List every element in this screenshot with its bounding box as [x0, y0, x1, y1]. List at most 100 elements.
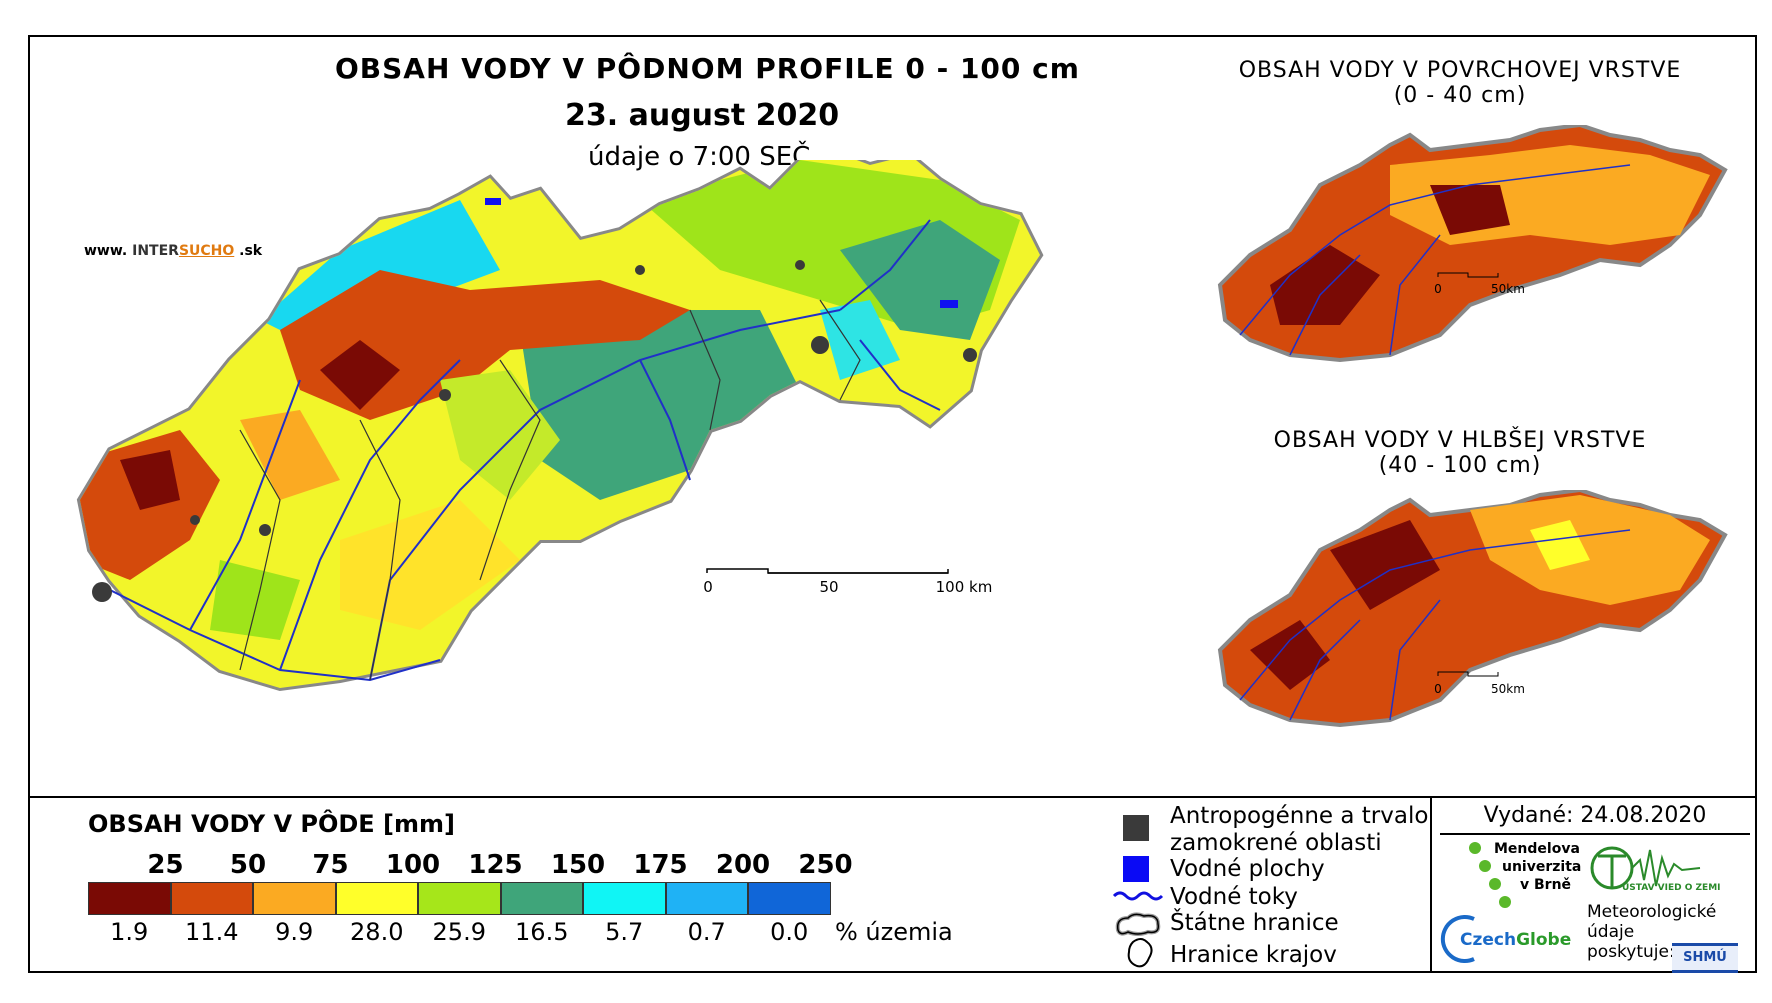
- czechglobe-label: CzechGlobe: [1460, 930, 1571, 950]
- legend-percentage: 11.4: [185, 918, 239, 946]
- legend-threshold: 150: [550, 850, 606, 880]
- legend-swatch: [335, 882, 418, 915]
- website-prefix: www.: [84, 243, 128, 259]
- czechglobe-label-a: Czech: [1460, 930, 1517, 950]
- dark-zone-center: [320, 340, 400, 410]
- surface-map-title-line1: OBSAH VODY V POVRCHOVEJ VRSTVE: [1238, 58, 1682, 83]
- deep-dark-zone: [1330, 520, 1440, 610]
- teal-zone-center: [520, 310, 800, 500]
- deep-scale-bar: [1437, 671, 1499, 677]
- legend-percentage: 0.7: [687, 918, 726, 946]
- surface-scale-tick-50: 50km: [1491, 282, 1525, 296]
- deep-map-title-line1: OBSAH VODY V HLBŠEJ VRSTVE: [1273, 428, 1647, 453]
- website-link[interactable]: www. INTERSUCHO .sk: [84, 243, 262, 259]
- dark-zone-west: [120, 450, 180, 510]
- anthropogenic-label-line1: Antropogénne a trvalo: [1170, 803, 1429, 829]
- region-border-symbol: [1127, 938, 1153, 968]
- legend-threshold: 100: [385, 850, 441, 880]
- urban-areas: [92, 260, 977, 602]
- meteo-label: Meteorologické údaje poskytuje:: [1587, 902, 1716, 962]
- legend-swatch: [253, 882, 336, 915]
- legend-percentage: 25.9: [432, 918, 486, 946]
- legend-percentage: 0.0: [770, 918, 809, 946]
- water-area-symbol: [1123, 856, 1149, 882]
- mendel-line1: Mendelova: [1494, 841, 1580, 857]
- czechglobe-label-b: Globe: [1516, 930, 1572, 950]
- water-area-label: Vodné plochy: [1170, 856, 1325, 882]
- surface-layer-map: 0 50km: [1217, 125, 1728, 363]
- region-border-label: Hranice krajov: [1170, 942, 1337, 968]
- yellow-zone-south: [340, 500, 520, 630]
- time-note: údaje o 7:00 SEČ: [588, 142, 811, 172]
- czechglobe-logo: [1440, 915, 1475, 963]
- main-soil-moisture-map: 0 50 100 km: [76, 160, 1044, 692]
- anthropogenic-label-line2: zamokrené oblasti: [1170, 830, 1382, 856]
- surface-scale-bar: [1437, 272, 1499, 278]
- legend-threshold: 125: [468, 850, 523, 880]
- region-borders: [239, 299, 861, 681]
- legend-swatch: [583, 882, 666, 915]
- map-date: 23. august 2020: [565, 98, 840, 133]
- deep-scale-tick-50: 50km: [1491, 682, 1525, 696]
- anthropogenic-symbol: [1123, 815, 1149, 841]
- percent-territory-label: % územia: [835, 918, 953, 946]
- legend-percentage: 5.7: [605, 918, 644, 946]
- green-zone-south: [210, 560, 300, 640]
- legend-threshold: 250: [798, 850, 853, 880]
- anthropogenic-label: Antropogénne a trvalo zamokrené oblasti: [1170, 803, 1428, 857]
- surface-dark-zone: [1270, 245, 1380, 325]
- legend-threshold: 50: [229, 850, 267, 880]
- mendel-line2: univerzita: [1502, 859, 1582, 875]
- deep-layer-map: 0 50km: [1217, 490, 1728, 728]
- deep-orange-zone: [1470, 495, 1710, 605]
- meteo-line1: Meteorologické: [1587, 902, 1717, 922]
- mendel-university-logo: [1469, 842, 1511, 908]
- deep-rivers: [1239, 529, 1631, 721]
- partner-logos: Mendelova univerzita v Brně ÚSTAV VIED O…: [1432, 835, 1757, 973]
- deep-yellow-zone: [1530, 520, 1590, 570]
- legend-percentage: 1.9: [110, 918, 149, 946]
- legend-percentage: 9.9: [275, 918, 314, 946]
- mendel-line3: v Brně: [1520, 877, 1572, 893]
- legend-swatch: [418, 882, 501, 915]
- shmu-logo: SHMÚ: [1672, 943, 1738, 973]
- surface-rivers: [1239, 164, 1631, 356]
- earth-institute-label: ÚSTAV VIED O ZEMI: [1622, 883, 1721, 893]
- legend-percentage: 16.5: [515, 918, 569, 946]
- orange-zone: [240, 410, 340, 500]
- legend-threshold: 25: [147, 850, 184, 880]
- main-scale-tick-100: 100 km: [936, 578, 993, 596]
- credits-divider: [1430, 798, 1432, 973]
- legend-title: OBSAH VODY V PÔDE [mm]: [88, 810, 456, 838]
- surface-dark-zone-2: [1430, 185, 1510, 235]
- website-brand-accent: SUCHO: [178, 243, 235, 259]
- legend-swatch: [88, 882, 171, 915]
- state-border-label: Štátne hranice: [1170, 910, 1339, 936]
- surface-scale-tick-0: 0: [1434, 282, 1442, 296]
- lightgreen-zone: [440, 370, 560, 500]
- issued-date: Vydané: 24.08.2020: [1440, 803, 1750, 835]
- deep-dark-zone-2: [1250, 620, 1330, 690]
- legend-swatch: [500, 882, 583, 915]
- shmu-label: SHMÚ: [1683, 950, 1727, 965]
- surface-map-title-line2: (0 - 40 cm): [1393, 83, 1527, 108]
- main-scale-tick-50: 50: [819, 578, 838, 596]
- legend-swatch: [170, 882, 253, 915]
- earth-institute-logo: [1590, 846, 1701, 890]
- legend-swatch: [665, 882, 748, 915]
- legend-swatch: [748, 882, 831, 915]
- map-panel: [28, 35, 1757, 798]
- deep-map-title-line2: (40 - 100 cm): [1378, 453, 1542, 478]
- website-suffix: .sk: [239, 243, 263, 259]
- main-scale-bar: [706, 568, 949, 574]
- legend-threshold: 75: [312, 850, 349, 880]
- meteo-line2: údaje: [1587, 922, 1635, 942]
- water-bodies: [485, 198, 958, 308]
- deep-map-title: OBSAH VODY V HLBŠEJ VRSTVE (40 - 100 cm): [1215, 428, 1705, 478]
- main-scale-tick-0: 0: [703, 578, 713, 596]
- deep-scale-tick-0: 0: [1434, 682, 1442, 696]
- legend-percentage: 28.0: [350, 918, 404, 946]
- legend-threshold: 175: [633, 850, 688, 880]
- outer-frame: [28, 35, 1757, 973]
- website-brand: INTER: [132, 243, 179, 259]
